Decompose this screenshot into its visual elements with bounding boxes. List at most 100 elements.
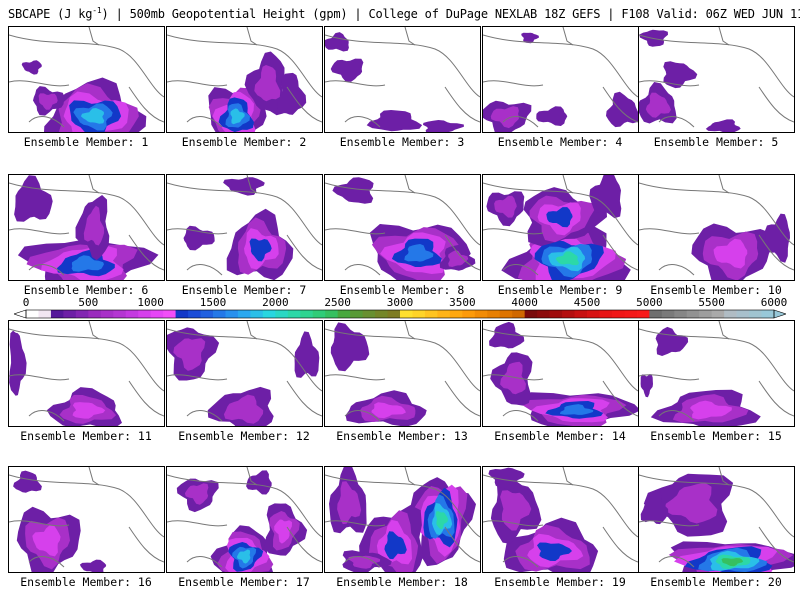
boundary-line: [325, 80, 386, 87]
boundary-line: [128, 380, 164, 417]
cape-contour: [13, 470, 42, 493]
cape-contour: [640, 374, 653, 398]
boundary-line: [186, 556, 223, 568]
boundary-line: [88, 467, 100, 486]
map-canvas: [325, 27, 480, 132]
boundary-line: [718, 467, 730, 486]
boundary-line: [639, 182, 794, 246]
colorbar-swatch: [250, 310, 264, 318]
map-canvas: [639, 321, 794, 426]
ensemble-member-label: Ensemble Member: 19: [494, 575, 626, 589]
map-canvas: [483, 321, 638, 426]
cape-contour: [332, 177, 374, 204]
colorbar-swatch: [50, 310, 64, 318]
colorbar-swatch: [462, 310, 476, 318]
boundary-line: [246, 27, 258, 46]
colorbar-swatch: [761, 310, 775, 318]
cape-contour: [500, 490, 532, 531]
boundary-line: [483, 328, 638, 392]
cape-contour: [173, 338, 206, 371]
boundary-line: [325, 474, 480, 538]
ensemble-member-label: Ensemble Member: 12: [178, 429, 310, 443]
colorbar-tick-label: 2500: [324, 296, 351, 309]
colorbar-swatch: [599, 310, 613, 318]
colorbar-swatch: [474, 310, 488, 318]
boundary-line: [758, 380, 794, 417]
boundary-line: [286, 526, 322, 563]
boundary-line: [483, 520, 544, 527]
colorbar-swatch: [611, 310, 625, 318]
colorbar-swatch: [711, 310, 725, 318]
boundary-line: [167, 328, 322, 392]
colorbar-swatch: [736, 310, 750, 318]
boundary-line: [325, 34, 480, 98]
colorbar-tick-label: 5500: [698, 296, 725, 309]
colorbar-swatch: [26, 310, 39, 318]
boundary-line: [344, 556, 381, 568]
boundary-line: [718, 175, 730, 194]
colorbar-swatch: [437, 310, 451, 318]
boundary-line: [602, 86, 638, 123]
boundary-line: [483, 34, 638, 98]
ensemble-map-panel: [166, 174, 323, 281]
ensemble-map-panel: [482, 320, 639, 427]
colorbar-swatch: [188, 310, 202, 318]
chart-title: SBCAPE (J kg-1) | 500mb Geopotential Hei…: [8, 6, 800, 21]
boundary-line: [658, 410, 695, 422]
colorbar-tick-label: 5000: [636, 296, 663, 309]
cape-contour: [537, 542, 572, 561]
boundary-line: [9, 474, 164, 538]
cape-contour: [83, 205, 105, 246]
ensemble-member-label: Ensemble Member: 7: [181, 283, 307, 297]
colorbar-outline: [25, 309, 775, 319]
boundary-line: [718, 27, 730, 46]
cape-contour: [9, 330, 27, 396]
cape-contour: [249, 238, 272, 262]
cape-contour: [348, 555, 381, 569]
boundary-line: [658, 556, 695, 568]
colorbar-swatch: [686, 310, 700, 318]
ensemble-member-label: Ensemble Member: 3: [339, 135, 465, 149]
cape-contour: [713, 238, 748, 269]
map-canvas: [639, 27, 794, 132]
boundary-line: [444, 86, 480, 123]
boundary-line: [562, 27, 574, 46]
boundary-line: [658, 116, 695, 128]
ensemble-map-panel: [638, 466, 795, 573]
boundary-line: [404, 27, 416, 46]
cape-contour: [79, 559, 107, 572]
ensemble-map-panel: [166, 466, 323, 573]
ensemble-member-label: Ensemble Member: 13: [336, 429, 468, 443]
boundary-line: [325, 328, 480, 392]
cape-contour: [555, 251, 580, 266]
boundary-line: [404, 321, 416, 340]
colorbar-tick-label: 3000: [386, 296, 414, 309]
boundary-line: [28, 556, 65, 568]
colorbar-strip: [13, 309, 787, 319]
colorbar-swatch: [537, 310, 551, 318]
boundary-line: [128, 234, 164, 271]
cape-contour: [325, 32, 349, 52]
cape-contour: [664, 482, 718, 524]
boundary-line: [483, 182, 638, 246]
colorbar-tick-label: 4500: [573, 296, 601, 309]
ensemble-map-panel: [8, 320, 165, 427]
cape-contour: [230, 108, 245, 125]
colorbar-swatch: [200, 310, 214, 318]
cape-contour: [274, 519, 292, 544]
boundary-line: [286, 86, 322, 123]
cape-contour: [448, 250, 469, 267]
cape-contour: [223, 394, 264, 424]
colorbar-swatch: [375, 310, 389, 318]
ensemble-map-panel: [324, 26, 481, 133]
colorbar-swatch: [287, 310, 301, 318]
boundary-line: [88, 27, 100, 46]
colorbar-swatch: [549, 310, 563, 318]
ensemble-member-label: Ensemble Member: 17: [178, 575, 310, 589]
map-canvas: [483, 27, 638, 132]
colorbar-swatch: [300, 310, 314, 318]
boundary-line: [9, 374, 70, 381]
cape-contour: [559, 404, 594, 415]
boundary-line: [602, 526, 638, 563]
colorbar-swatch: [674, 310, 688, 318]
